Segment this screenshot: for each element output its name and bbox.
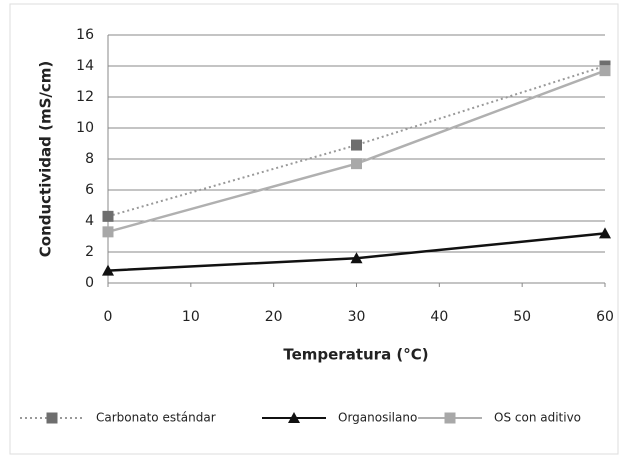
data-point (102, 264, 114, 276)
y-tick-label: 8 (85, 151, 94, 167)
x-tick-label: 30 (348, 309, 366, 325)
y-tick-label: 2 (85, 244, 94, 260)
data-point (599, 227, 611, 239)
x-tick-label: 0 (104, 309, 113, 325)
series-line (107, 69, 606, 234)
y-tick-label: 4 (85, 213, 94, 229)
data-point (102, 210, 114, 222)
y-tick-label: 16 (76, 27, 94, 43)
data-point (351, 158, 362, 170)
y-tick-label: 10 (76, 120, 94, 136)
legend-label: OS con aditivo (494, 411, 581, 425)
x-tick-label: 20 (265, 309, 283, 325)
y-tick-label: 12 (76, 89, 94, 105)
data-point (599, 65, 611, 77)
legend-label: Organosilano (338, 411, 417, 425)
x-tick-label: 10 (182, 309, 200, 325)
y-axis-label: Conductividad (mS/cm) (37, 61, 55, 258)
legend-label: Carbonato estándar (96, 411, 216, 425)
legend-marker (444, 412, 456, 424)
x-tick-label: 50 (513, 309, 531, 325)
legend-marker (288, 412, 300, 423)
y-tick-label: 6 (85, 182, 94, 198)
x-axis-label: Temperatura (°C) (283, 346, 428, 364)
data-point (350, 252, 363, 264)
chart-frame (9, 3, 619, 455)
data-point (102, 226, 114, 238)
data-point (351, 139, 362, 151)
series-line (107, 65, 606, 218)
x-tick-label: 40 (430, 309, 448, 325)
legend-marker (46, 412, 58, 424)
y-tick-label: 0 (85, 275, 94, 291)
y-tick-label: 14 (76, 58, 94, 74)
x-tick-label: 60 (596, 309, 614, 325)
